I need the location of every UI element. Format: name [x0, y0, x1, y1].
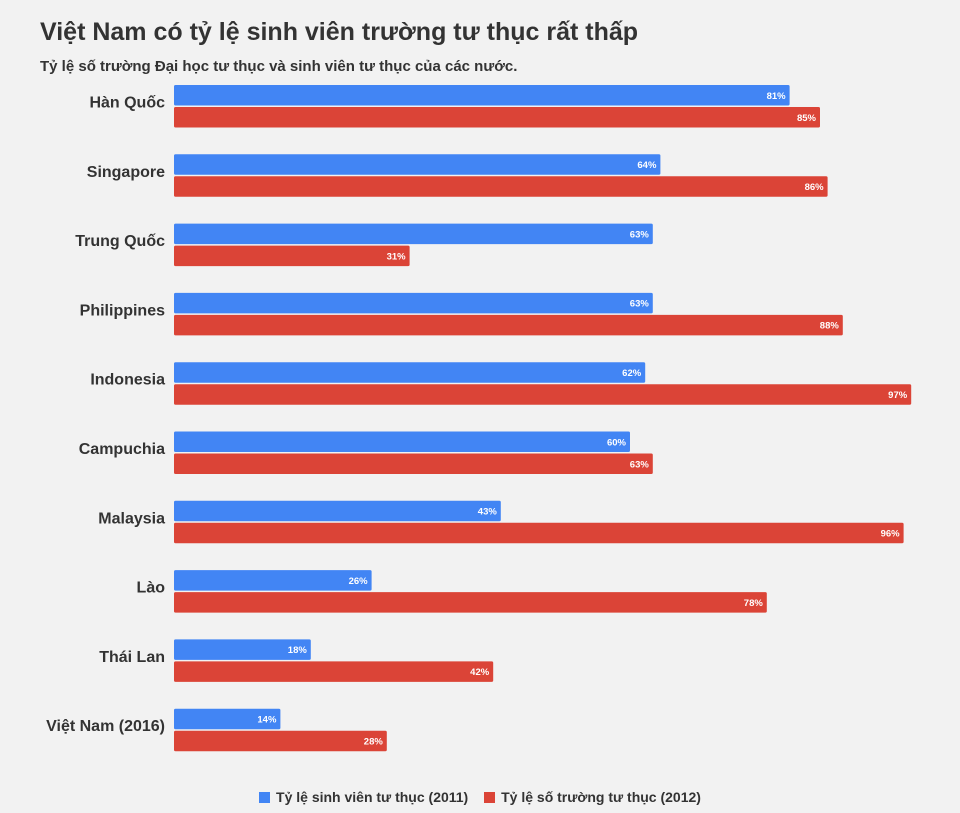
bar	[174, 362, 646, 383]
data-label: 88%	[820, 321, 840, 332]
data-label: 63%	[630, 459, 650, 470]
data-label: 97%	[888, 390, 908, 401]
bar-chart: Hàn Quốc 81% 85% Singapore 64% 86% Trung Quốc 6…	[46, 85, 912, 752]
data-label: 81%	[767, 91, 787, 102]
bar	[174, 314, 843, 336]
legend: Tỷ lệ sinh viên tư thục (2011) Tỷ lệ số …	[0, 789, 960, 805]
data-label: 78%	[744, 598, 764, 609]
legend-swatch-2012	[484, 792, 496, 803]
bar	[174, 292, 653, 314]
legend-item-2011[interactable]: Tỷ lệ sinh viên tư thục (2011)	[259, 789, 468, 805]
bar	[174, 223, 653, 245]
data-label: 31%	[387, 251, 407, 262]
legend-swatch-2011	[259, 792, 271, 803]
bar	[174, 500, 501, 522]
bar	[174, 522, 904, 544]
chart-subtitle: Tỷ lệ số trường Đại học tư thục và sinh …	[40, 58, 518, 75]
bar	[174, 384, 912, 405]
data-label: 85%	[797, 113, 817, 124]
category-label: Malaysia	[98, 510, 165, 527]
category-label: Singapore	[87, 164, 165, 181]
data-label: 43%	[478, 507, 498, 518]
category-label: Lào	[137, 580, 166, 597]
chart-title: Việt Nam có tỷ lệ sinh viên trường tư th…	[40, 18, 639, 46]
legend-item-2012[interactable]: Tỷ lệ số trường tư thục (2012)	[484, 789, 701, 805]
data-label: 96%	[881, 529, 901, 540]
bar	[174, 431, 630, 452]
data-label: 63%	[630, 229, 650, 240]
category-label: Philippines	[80, 302, 165, 319]
bar	[174, 154, 661, 175]
bar	[174, 661, 494, 682]
legend-label-2011: Tỷ lệ sinh viên tư thục (2011)	[276, 789, 469, 805]
bar	[174, 245, 410, 267]
bar	[174, 592, 767, 613]
data-label: 64%	[637, 160, 657, 171]
data-label: 42%	[470, 667, 490, 678]
category-label: Trung Quốc	[75, 233, 165, 250]
data-label: 62%	[622, 368, 642, 379]
data-label: 28%	[364, 736, 384, 747]
legend-label-2012: Tỷ lệ số trường tư thục (2012)	[501, 789, 701, 805]
data-label: 86%	[805, 182, 825, 193]
data-label: 63%	[630, 299, 650, 310]
bar	[174, 107, 820, 128]
data-label: 14%	[257, 714, 277, 725]
data-label: 18%	[288, 645, 308, 656]
category-label: Hàn Quốc	[89, 95, 165, 112]
category-label: Indonesia	[90, 372, 165, 389]
data-label: 26%	[349, 576, 369, 587]
bar	[174, 453, 653, 474]
bar	[174, 85, 790, 106]
data-label: 60%	[607, 437, 627, 448]
category-label: Thái Lan	[99, 649, 165, 666]
category-label: Việt Nam (2016)	[46, 718, 165, 735]
bar	[174, 570, 372, 591]
bar	[174, 639, 311, 660]
bar	[174, 176, 828, 197]
bar	[174, 730, 387, 752]
bar	[174, 708, 281, 730]
category-label: Campuchia	[79, 441, 165, 458]
